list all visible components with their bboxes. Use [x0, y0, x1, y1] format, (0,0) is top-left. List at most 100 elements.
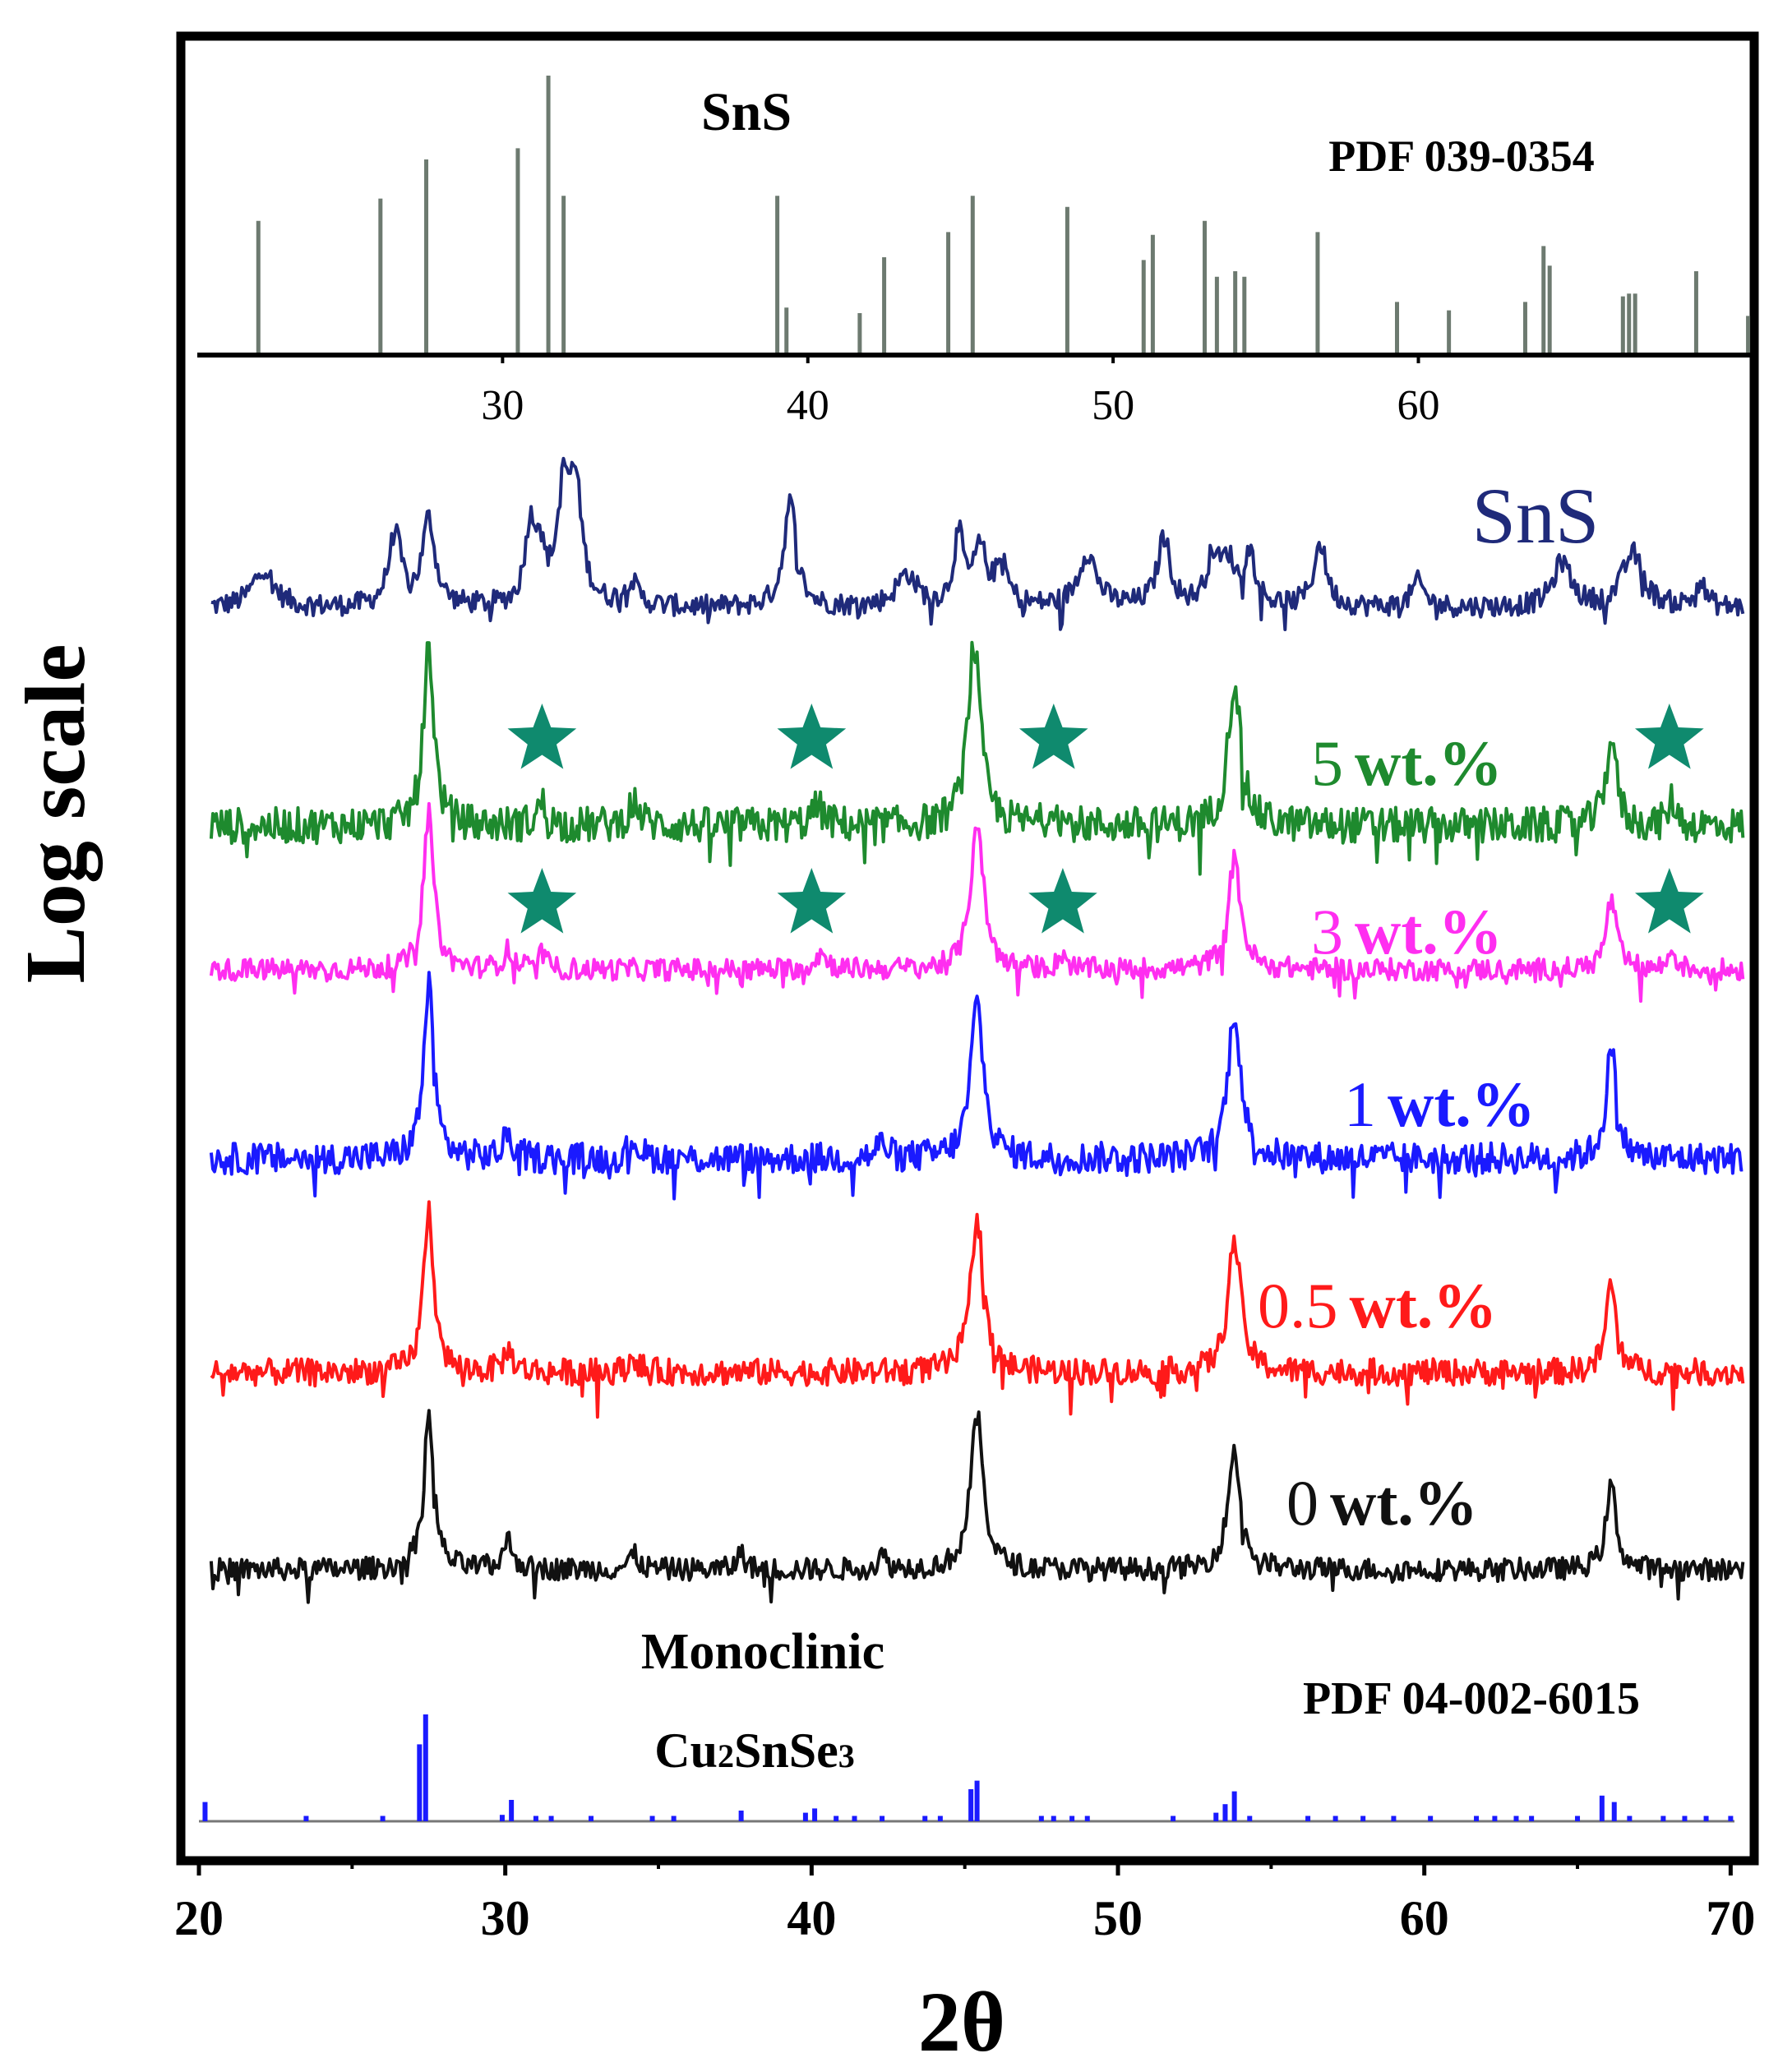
reference-bar [649, 1816, 655, 1821]
inset-ticks: 30 40 50 60 [481, 355, 1439, 429]
reference-bar [1213, 1812, 1219, 1821]
reference-bar [937, 1816, 943, 1821]
series-label-5wt-number: 5 [1311, 727, 1343, 799]
reference-bar [1305, 1816, 1311, 1821]
reference-bar [202, 1802, 208, 1821]
series-label-1wt: 1 wt.% [1344, 1068, 1536, 1140]
reference-bar [671, 1816, 677, 1821]
reference-bar [423, 1714, 428, 1821]
reference-bar [1611, 1802, 1617, 1821]
reference-bar [1038, 1816, 1044, 1821]
reference-bar [1069, 1816, 1075, 1821]
reference-bars [199, 1714, 1734, 1823]
xrd-trace-sns [210, 456, 1745, 631]
reference-bar [1703, 1816, 1709, 1821]
x-tick-label: 40 [787, 1891, 836, 1945]
reference-bar [812, 1808, 818, 1821]
series-label-0wt-unit: wt.% [1330, 1467, 1478, 1539]
star-marker [1635, 868, 1704, 934]
reference-bar [499, 1815, 505, 1821]
series-label-3wt-number: 3 [1311, 896, 1343, 967]
inset-tick-label: 50 [1092, 382, 1134, 429]
inset-tick-label: 40 [787, 382, 829, 429]
reference-phase-label: Monoclinic [641, 1624, 884, 1680]
x-axis-label: 2θ [918, 1975, 1005, 2067]
formula-cu: Cu [654, 1723, 718, 1778]
reference-bar [922, 1816, 928, 1821]
series-label-0wt-number: 0 [1286, 1467, 1319, 1539]
inset-title: SnS [701, 82, 792, 142]
xrd-trace-1-wt- [209, 971, 1744, 1201]
series-label-1wt-number: 1 [1344, 1068, 1376, 1140]
reference-bar [1391, 1816, 1397, 1821]
x-tick-label: 60 [1400, 1891, 1449, 1945]
series-label-05wt-unit: wt.% [1350, 1270, 1498, 1341]
x-axis-ticks: 20 30 40 50 60 70 [174, 1861, 1755, 1945]
star-marker [1018, 704, 1088, 769]
x-tick-label: 50 [1093, 1891, 1143, 1945]
reference-bar [1575, 1816, 1581, 1821]
reference-bar [1682, 1816, 1688, 1821]
impurity-star-markers [507, 704, 1704, 934]
series-label-05wt: 0.5 wt.% [1258, 1270, 1497, 1341]
series-label-05wt-number: 0.5 [1258, 1270, 1338, 1341]
xrd-trace-5-wt- [209, 640, 1745, 876]
series-label-sns: SnS [1472, 472, 1600, 560]
y-axis-label: Log scale [8, 644, 103, 983]
reference-bar [1332, 1816, 1338, 1821]
star-marker [507, 704, 577, 769]
formula-sub-3: 3 [838, 1737, 855, 1774]
xrd-trace-3-wt- [209, 801, 1745, 1004]
star-marker [1635, 704, 1704, 769]
inset-tick-label: 60 [1397, 382, 1439, 429]
inset-bars [256, 76, 1751, 355]
reference-bar [834, 1816, 839, 1821]
reference-bar [548, 1816, 554, 1821]
reference-bar [880, 1816, 885, 1821]
formula-sub-2: 2 [718, 1737, 734, 1774]
star-marker [1028, 868, 1097, 934]
reference-bar [303, 1816, 309, 1821]
star-marker [507, 868, 577, 934]
x-tick-label: 30 [481, 1891, 530, 1945]
inset-tick-label: 30 [481, 382, 524, 429]
series-label-5wt: 5 wt.% [1311, 727, 1503, 799]
x-tick-label: 70 [1706, 1891, 1755, 1945]
star-marker [777, 704, 847, 769]
reference-bar [589, 1816, 594, 1821]
xrd-traces [209, 456, 1745, 1604]
reference-bar [1084, 1816, 1090, 1821]
reference-bar [1474, 1816, 1480, 1821]
reference-bar [509, 1800, 515, 1821]
reference-bar [974, 1780, 980, 1821]
reference-bar [1051, 1816, 1056, 1821]
reference-bar [738, 1811, 744, 1821]
reference-bar [852, 1816, 857, 1821]
series-label-3wt-unit: wt.% [1355, 896, 1503, 967]
plot-frame [176, 31, 1759, 1866]
sns-reference-inset: SnS PDF 039-0354 30 40 50 60 [197, 76, 1754, 429]
reference-bar [380, 1816, 386, 1821]
series-label-1wt-unit: wt.% [1388, 1068, 1536, 1140]
reference-bar [1222, 1804, 1228, 1821]
reference-bar [1492, 1816, 1498, 1821]
reference-bar [1231, 1791, 1237, 1821]
series-label-3wt: 3 wt.% [1311, 896, 1503, 967]
reference-pdf-label: PDF 04-002-6015 [1303, 1673, 1640, 1724]
reference-bar [1247, 1816, 1253, 1821]
star-marker [777, 868, 847, 934]
reference-bar [417, 1744, 423, 1821]
reference-bar [802, 1812, 808, 1821]
reference-bar [1728, 1816, 1734, 1821]
xrd-trace-0-5-wt- [210, 1200, 1745, 1419]
series-label-0wt: 0 wt.% [1286, 1467, 1478, 1539]
reference-bar [1627, 1816, 1633, 1821]
series-label-5wt-unit: wt.% [1355, 727, 1503, 799]
x-tick-label: 20 [174, 1891, 224, 1945]
reference-bar [968, 1789, 974, 1821]
reference-bar [1428, 1816, 1434, 1821]
reference-bar [1529, 1816, 1535, 1821]
reference-bar [1599, 1795, 1605, 1821]
formula-snse: SnSe [734, 1723, 838, 1778]
